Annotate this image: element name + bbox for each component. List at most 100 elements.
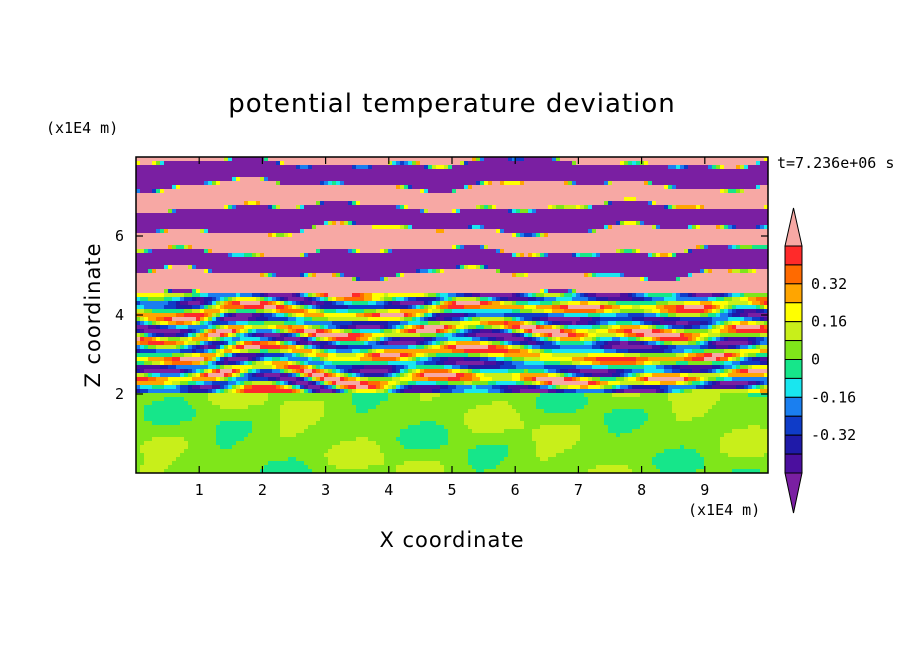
- contour-cell: [336, 301, 345, 306]
- contour-cell: [296, 433, 401, 438]
- contour-cell: [220, 377, 225, 382]
- contour-cell: [640, 337, 645, 342]
- contour-cell: [396, 369, 401, 374]
- contour-cell: [264, 465, 309, 470]
- contour-cell: [724, 433, 768, 438]
- contour-cell: [364, 309, 377, 314]
- contour-cell: [312, 389, 317, 394]
- contour-cell: [480, 301, 489, 306]
- contour-cell: [192, 321, 197, 326]
- contour-cell: [524, 305, 537, 310]
- contour-cell: [520, 373, 549, 378]
- contour-cell: [528, 301, 541, 306]
- contour-cell: [412, 353, 417, 358]
- contour-cell: [656, 325, 665, 330]
- contour-cell: [444, 229, 497, 234]
- contour-cell: [392, 365, 397, 370]
- contour-cell: [292, 325, 305, 330]
- contour-cell: [200, 321, 205, 326]
- contour-cell: [736, 305, 757, 310]
- contour-cell: [692, 389, 749, 394]
- contour-cell: [708, 377, 717, 382]
- contour-cell: [268, 377, 277, 382]
- contour-cell: [468, 265, 477, 270]
- contour-cell: [540, 301, 553, 306]
- contour-cell: [760, 385, 765, 390]
- contour-cell: [276, 205, 281, 210]
- contour-cell: [188, 345, 193, 350]
- contour-cell: [140, 189, 153, 194]
- contour-cell: [208, 341, 213, 346]
- contour-cell: [340, 329, 345, 334]
- contour-cell: [712, 405, 768, 410]
- contour-cell: [580, 317, 593, 322]
- contour-cell: [364, 333, 373, 338]
- contour-cell: [452, 369, 461, 374]
- contour-cell: [580, 377, 589, 382]
- contour-cell: [544, 325, 553, 330]
- contour-cell: [196, 369, 201, 374]
- contour-cell: [480, 157, 485, 162]
- contour-cell: [436, 337, 449, 342]
- contour-cell: [212, 329, 217, 334]
- contour-cell: [368, 381, 381, 386]
- contour-cell: [248, 349, 261, 354]
- contour-cell: [612, 409, 645, 414]
- contour-cell: [696, 225, 701, 230]
- contour-cell: [736, 245, 741, 250]
- colorbar-swatch: [784, 340, 803, 360]
- contour-cell: [576, 181, 605, 186]
- contour-cell: [484, 245, 489, 250]
- contour-cell: [680, 165, 685, 170]
- contour-cell: [208, 345, 217, 350]
- contour-cell: [464, 265, 469, 270]
- contour-cell: [396, 357, 401, 362]
- contour-cell: [264, 321, 285, 326]
- contour-cell: [504, 429, 533, 434]
- contour-cell: [308, 357, 313, 362]
- contour-cell: [228, 353, 233, 358]
- contour-cell: [676, 309, 705, 314]
- contour-cell: [632, 369, 645, 374]
- contour-cell: [168, 229, 201, 234]
- y-axis: 246: [115, 227, 768, 403]
- contour-cell: [220, 333, 225, 338]
- contour-cell: [444, 341, 449, 346]
- contour-cell: [556, 453, 657, 458]
- contour-cell: [632, 385, 661, 390]
- contour-cell: [452, 349, 465, 354]
- contour-cell: [240, 337, 261, 342]
- contour-cell: [704, 381, 709, 386]
- contour-cell: [732, 325, 737, 330]
- contour-cell: [236, 177, 241, 182]
- contour-cell: [332, 329, 341, 334]
- contour-cell: [156, 269, 205, 274]
- contour-cell: [164, 305, 177, 310]
- contour-cell: [392, 161, 397, 166]
- contour-cell: [300, 273, 305, 278]
- contour-cell: [648, 417, 677, 422]
- contour-cell: [616, 385, 621, 390]
- contour-cell: [492, 401, 509, 406]
- contour-cell: [524, 333, 529, 338]
- contour-cell: [428, 341, 433, 346]
- contour-cell: [344, 273, 397, 278]
- contour-cell: [192, 309, 201, 314]
- contour-cell: [368, 385, 377, 390]
- contour-cell: [744, 165, 749, 170]
- contour-cell: [480, 329, 493, 334]
- contour-cell: [320, 369, 325, 374]
- contour-cell: [728, 309, 733, 314]
- contour-cell: [204, 345, 209, 350]
- contour-cell: [720, 189, 725, 194]
- contour-cell: [204, 357, 209, 362]
- contour-cell: [724, 361, 733, 366]
- contour-cell: [444, 425, 469, 430]
- contour-cell: [432, 341, 437, 346]
- contour-cell: [668, 301, 685, 306]
- contour-cell: [476, 405, 513, 410]
- contour-cell: [400, 329, 405, 334]
- contour-cell: [152, 161, 157, 166]
- contour-cell: [556, 157, 561, 162]
- contour-cell: [480, 317, 505, 322]
